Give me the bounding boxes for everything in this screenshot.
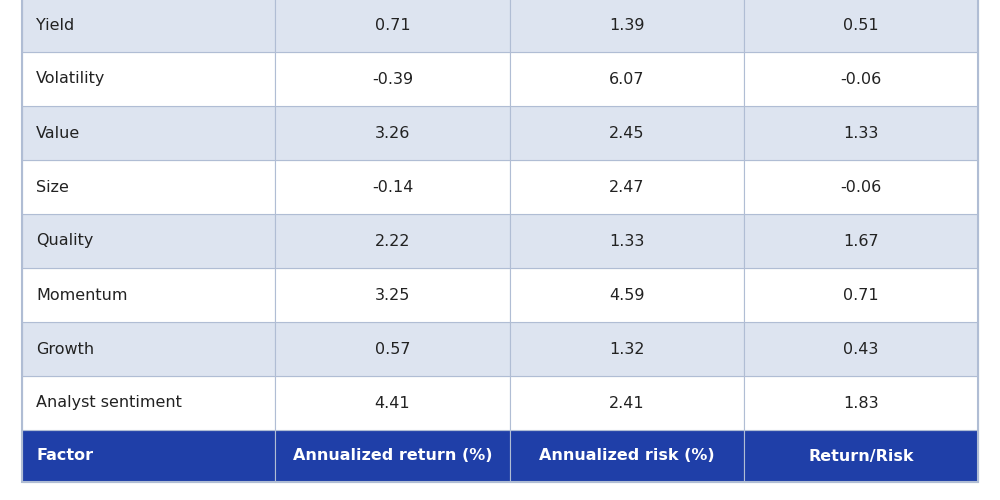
Text: 0.51: 0.51 xyxy=(843,18,879,32)
Bar xyxy=(510,322,744,376)
Text: 3.25: 3.25 xyxy=(375,288,410,302)
Text: -0.39: -0.39 xyxy=(372,72,413,86)
Text: 1.32: 1.32 xyxy=(609,342,644,356)
Text: 0.57: 0.57 xyxy=(375,342,410,356)
Bar xyxy=(744,268,978,322)
Bar xyxy=(510,52,744,106)
Text: 2.22: 2.22 xyxy=(375,234,410,248)
Bar xyxy=(744,322,978,376)
Text: -0.06: -0.06 xyxy=(840,72,882,86)
Text: Size: Size xyxy=(36,180,69,194)
Text: Yield: Yield xyxy=(36,18,74,32)
Bar xyxy=(22,214,275,268)
Bar xyxy=(22,0,275,52)
Bar xyxy=(744,376,978,430)
Bar xyxy=(510,268,744,322)
Text: Analyst sentiment: Analyst sentiment xyxy=(36,396,182,410)
Bar xyxy=(22,322,275,376)
Text: 1.83: 1.83 xyxy=(843,396,879,410)
Bar xyxy=(22,268,275,322)
Text: 0.71: 0.71 xyxy=(843,288,879,302)
Text: Annualized return (%): Annualized return (%) xyxy=(293,448,492,464)
Bar xyxy=(22,430,275,482)
Bar xyxy=(744,160,978,214)
Bar xyxy=(275,430,510,482)
Bar xyxy=(510,376,744,430)
Text: 4.41: 4.41 xyxy=(375,396,410,410)
Text: 1.33: 1.33 xyxy=(843,126,879,140)
Text: Growth: Growth xyxy=(36,342,94,356)
Text: -0.14: -0.14 xyxy=(372,180,413,194)
Bar xyxy=(275,322,510,376)
Text: Factor: Factor xyxy=(36,448,93,464)
Bar xyxy=(22,376,275,430)
Bar xyxy=(275,106,510,160)
Bar xyxy=(275,376,510,430)
Text: 2.45: 2.45 xyxy=(609,126,644,140)
Bar xyxy=(275,268,510,322)
Bar xyxy=(22,160,275,214)
Text: -0.06: -0.06 xyxy=(840,180,882,194)
Bar xyxy=(744,52,978,106)
Bar xyxy=(275,0,510,52)
Bar xyxy=(275,52,510,106)
Bar xyxy=(510,430,744,482)
Text: 2.47: 2.47 xyxy=(609,180,644,194)
Bar xyxy=(510,160,744,214)
Bar xyxy=(275,160,510,214)
Bar xyxy=(275,214,510,268)
Text: Annualized risk (%): Annualized risk (%) xyxy=(539,448,714,464)
Bar xyxy=(744,214,978,268)
Bar xyxy=(744,0,978,52)
Bar xyxy=(22,106,275,160)
Text: 0.43: 0.43 xyxy=(843,342,879,356)
Text: 1.33: 1.33 xyxy=(609,234,644,248)
Text: Return/Risk: Return/Risk xyxy=(808,448,914,464)
Text: 2.41: 2.41 xyxy=(609,396,644,410)
Text: 3.26: 3.26 xyxy=(375,126,410,140)
Bar xyxy=(510,0,744,52)
Bar xyxy=(22,52,275,106)
Text: 1.39: 1.39 xyxy=(609,18,644,32)
Text: Volatility: Volatility xyxy=(36,72,105,86)
Bar xyxy=(744,106,978,160)
Bar xyxy=(510,214,744,268)
Text: 4.59: 4.59 xyxy=(609,288,644,302)
Text: Quality: Quality xyxy=(36,234,93,248)
Text: Value: Value xyxy=(36,126,80,140)
Bar xyxy=(744,430,978,482)
Text: 6.07: 6.07 xyxy=(609,72,644,86)
Text: Momentum: Momentum xyxy=(36,288,128,302)
Text: 0.71: 0.71 xyxy=(375,18,410,32)
Bar xyxy=(510,106,744,160)
Text: 1.67: 1.67 xyxy=(843,234,879,248)
